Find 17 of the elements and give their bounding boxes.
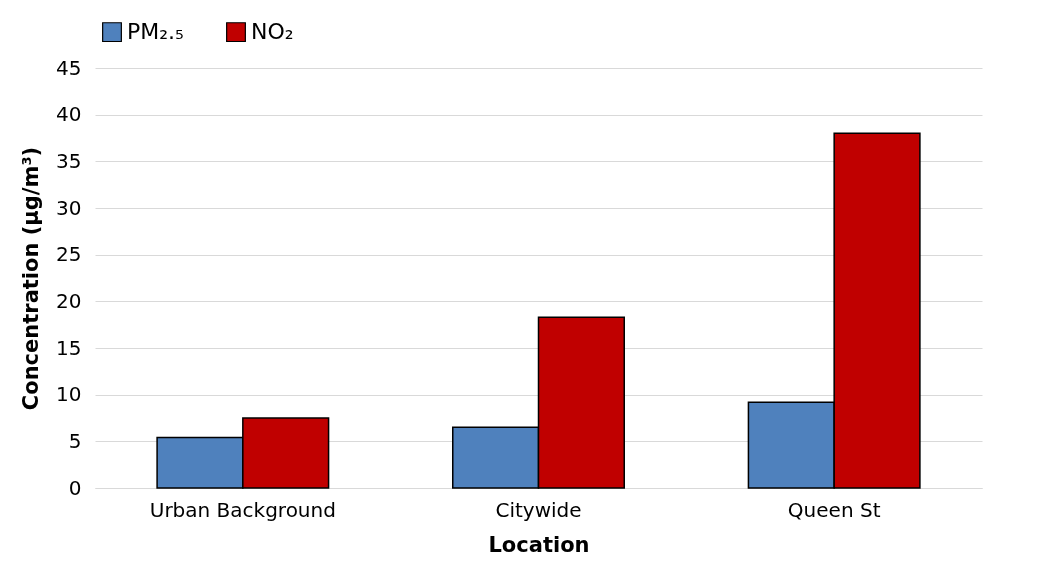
y-tick-label: 35 — [56, 148, 82, 173]
y-tick-label: 30 — [56, 195, 82, 220]
x-axis-title: Location — [488, 532, 590, 557]
y-tick-label: 40 — [56, 102, 82, 127]
y-axis-title: Concentration (µg/m³) — [19, 146, 44, 411]
y-tick-label: 20 — [56, 288, 82, 313]
legend-label: NO₂ — [251, 19, 294, 45]
y-tick-label: 10 — [56, 382, 82, 407]
y-tick-label: 15 — [56, 335, 82, 360]
legend-label: PM₂.₅ — [127, 19, 184, 45]
x-tick-label: Urban Background — [149, 497, 336, 522]
y-tick-label: 45 — [56, 55, 82, 80]
y-tick-label: 0 — [68, 475, 82, 500]
y-tick-label: 25 — [56, 242, 82, 267]
x-tick-label: Queen St — [787, 497, 881, 522]
y-tick-label: 5 — [68, 428, 82, 453]
x-tick-label: Citywide — [495, 497, 582, 522]
